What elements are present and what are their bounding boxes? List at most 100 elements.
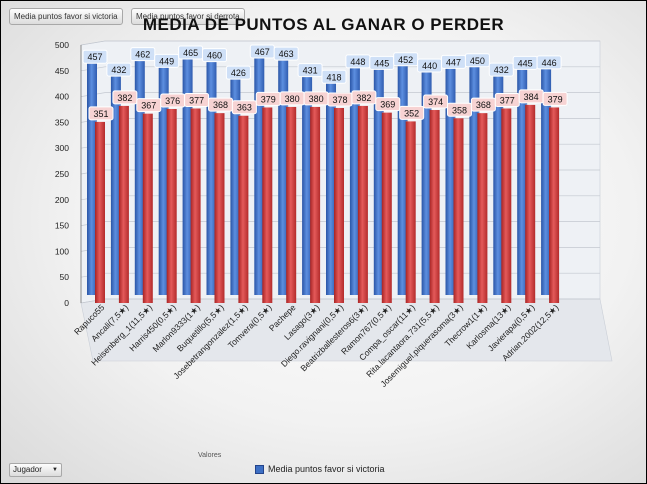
victoria-bar [87,59,97,295]
derrota-data-label: 377 [189,95,204,105]
derrota-bar [334,107,344,304]
y-tick-label: 200 [55,195,69,205]
victoria-bar [493,72,504,295]
y-tick-label: 350 [55,117,69,127]
derrota-data-label: 369 [380,100,395,110]
y-tick-label: 400 [55,92,69,102]
victoria-data-label: 432 [111,65,126,75]
victoria-data-label: 465 [183,48,198,58]
derrota-bar [405,121,416,303]
derrota-bar [142,113,153,304]
legend-label: Media puntos favor si victoria [268,464,385,474]
derrota-data-label: 352 [404,108,419,118]
victoria-bar [421,67,432,296]
victoria-data-label-box [321,69,347,84]
y-tick-label: 450 [55,66,69,76]
victoria-data-label: 449 [159,56,174,66]
victoria-data-label-box [225,65,251,80]
victoria-bar [230,75,241,296]
derrota-data-label: 377 [500,95,515,105]
y-tick-label: 150 [55,221,69,231]
derrota-data-label: 380 [309,94,324,104]
jugador-field-button[interactable]: Jugador ▼ [9,463,62,477]
filter-favor-derrota-button[interactable]: Media puntos favor si derrota [131,8,245,25]
victoria-data-label-box [130,47,156,62]
y-tick-label: 250 [55,169,69,179]
derrota-data-label: 368 [476,100,491,110]
victoria-data-label-box [82,49,108,64]
derrota-bar [95,121,105,303]
derrota-bar [238,115,249,303]
derrota-bar [477,113,488,303]
victoria-bar [110,72,121,295]
derrota-data-label: 379 [548,94,563,104]
derrota-bar [381,112,392,303]
victoria-bar [541,64,552,295]
victoria-data-label-box [273,46,299,61]
legend-swatch [255,464,264,474]
derrota-bar [214,113,225,303]
victoria-data-label-box [297,63,323,78]
victoria-data-label: 463 [279,49,294,59]
derrota-data-label: 363 [237,103,252,113]
y-tick-label: 300 [55,143,69,153]
victoria-bar [182,55,193,296]
victoria-data-label: 431 [303,66,318,76]
derrota-data-label-box [542,91,568,106]
derrota-bar [286,106,297,303]
derrota-data-label: 368 [213,100,228,110]
victoria-bar [469,62,480,295]
derrota-data-label-box [423,94,449,109]
victoria-data-label: 426 [231,68,246,78]
legend: Media puntos favor si victoria [255,464,385,474]
derrota-data-label: 351 [93,109,108,119]
victoria-data-label: 445 [374,58,389,68]
filter-favor-victoria-button[interactable]: Media puntos favor si victoria [9,8,123,25]
victoria-bar [373,65,384,295]
victoria-data-label-box [464,53,490,68]
derrota-bar [166,108,177,303]
derrota-data-label-box [112,90,138,105]
derrota-data-label-box [375,97,401,112]
victoria-data-label: 452 [398,55,413,65]
derrota-data-label-box [88,106,114,121]
chart-title: MEDIA DE PUNTOS AL GANAR O PERDER [142,15,505,34]
victoria-data-label: 460 [207,51,222,61]
derrota-data-label-box [399,105,425,120]
victoria-bar [254,54,265,295]
victoria-bar [158,63,169,295]
victoria-bar [445,64,456,296]
victoria-data-label: 447 [446,57,461,67]
victoria-data-label: 448 [350,57,365,67]
derrota-data-label: 378 [332,95,347,105]
victoria-data-label: 418 [326,72,341,82]
victoria-data-label-box [488,62,514,77]
chevron-down-icon: ▼ [52,467,58,473]
y-tick-label: 500 [55,40,69,50]
victoria-data-label: 446 [542,58,557,68]
values-field-label[interactable]: Valores [198,452,222,459]
derrota-bar [190,108,201,303]
victoria-bar [349,63,360,295]
y-tick-label: 50 [60,272,70,282]
derrota-bar [549,107,560,303]
victoria-bar [517,65,528,295]
y-tick-label: 0 [64,298,69,308]
derrota-data-label: 374 [428,97,443,107]
victoria-bar [302,72,313,295]
victoria-data-label: 432 [494,65,509,75]
derrota-data-label: 367 [141,101,156,111]
derrota-data-label: 382 [356,93,371,103]
victoria-data-label-box [202,48,227,63]
victoria-bar [326,79,336,295]
derrota-data-label: 358 [452,105,467,115]
victoria-bar [206,57,217,295]
derrota-data-label: 380 [285,94,300,104]
y-tick-label: 100 [55,246,69,256]
victoria-data-label: 450 [470,56,485,66]
derrota-bar [525,104,536,303]
victoria-bar [397,61,408,295]
victoria-data-label-box [154,53,180,68]
derrota-data-label: 382 [117,93,132,103]
